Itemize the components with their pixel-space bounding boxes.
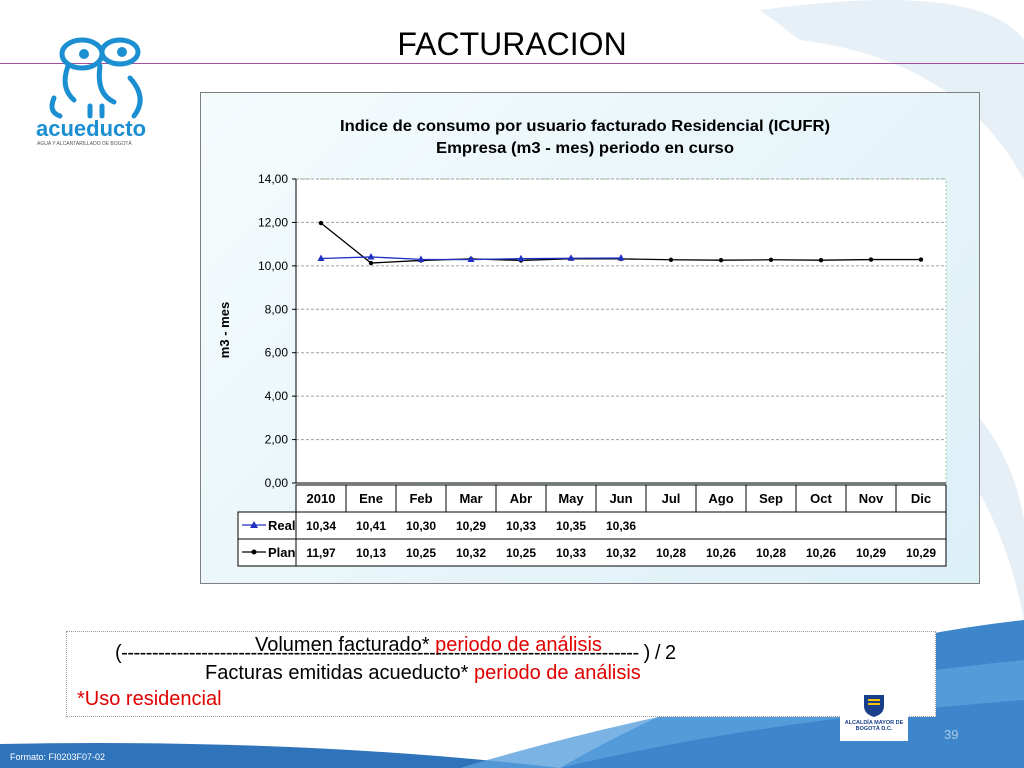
table-series-row: [237, 511, 947, 540]
denominator-prefix: Facturas emitidas acueducto*: [205, 662, 469, 684]
denominator-suffix: periodo de análisis: [474, 662, 641, 684]
table-value-label: 10,41: [356, 519, 386, 533]
x-category-label: Mar: [459, 491, 482, 506]
table-value-label: 10,29: [856, 546, 886, 560]
table-value-label: 10,30: [406, 519, 436, 533]
table-value-label: 10,33: [556, 546, 586, 560]
table-value-label: 10,26: [706, 546, 736, 560]
slide-title: FACTURACION: [397, 26, 627, 62]
footnote: *Uso residencial: [77, 688, 222, 710]
table-value-label: 10,28: [656, 546, 686, 560]
title-divider: [0, 63, 1024, 64]
alcaldia-emblem: ALCALDÍA MAYOR DE BOGOTÁ D.C.: [840, 683, 908, 741]
data-point-plan: [768, 257, 774, 262]
data-point-real: [317, 254, 325, 261]
legend-key-marker: [250, 521, 258, 528]
y-tick-label: 4,00: [265, 389, 289, 403]
data-point-plan: [318, 220, 324, 226]
table-value-label: 10,13: [356, 546, 386, 560]
table-value-label: 10,28: [756, 546, 786, 560]
x-category-label: Jun: [609, 491, 632, 506]
table-value-label: 10,32: [606, 546, 636, 560]
legend-series-name: Plan: [268, 545, 296, 560]
logo-subtext: AGUA Y ALCANTARILLADO DE BOGOTÁ: [37, 140, 132, 147]
table-value-label: 10,34: [306, 519, 336, 533]
data-point-plan: [818, 258, 824, 263]
data-point-real: [517, 254, 525, 262]
table-value-label: 10,32: [456, 546, 486, 560]
line-chart: Indice de consumo por usuario facturado …: [217, 118, 947, 567]
y-tick-label: 0,00: [265, 476, 289, 490]
acueducto-logo: acueducto AGUA Y ALCANTARILLADO DE BOGOT…: [36, 37, 146, 147]
x-category-label: Ene: [359, 491, 383, 506]
y-tick-label: 2,00: [265, 433, 289, 447]
logo-text: acueducto: [36, 116, 146, 141]
x-category-label: Nov: [859, 491, 884, 506]
formula-fraction-line: (---------------------------------------…: [115, 642, 676, 664]
x-category-label: May: [558, 491, 584, 506]
table-value-label: 10,33: [506, 519, 536, 533]
footer-format-code: Formato: FI0203F07-02: [10, 752, 106, 762]
data-point-plan: [718, 258, 724, 263]
x-category-label: Sep: [759, 491, 783, 506]
table-series-row: [237, 538, 947, 567]
table-value-label: 11,97: [306, 546, 336, 560]
plot-area: [295, 178, 947, 484]
table-value-label: 10,26: [806, 546, 836, 560]
x-category-label: 2010: [307, 491, 336, 506]
data-point-real: [417, 255, 425, 262]
y-tick-label: 6,00: [265, 346, 289, 360]
data-point-real: [467, 255, 475, 263]
data-point-real: [567, 254, 575, 261]
numerator-suffix: periodo de análisis: [435, 634, 602, 656]
x-category-label: Oct: [810, 491, 832, 506]
data-point-real: [617, 254, 625, 261]
table-value-label: 10,36: [606, 519, 636, 533]
table-value-label: 10,25: [406, 546, 436, 560]
table-value-label: 10,25: [506, 546, 536, 560]
data-point-real: [367, 252, 375, 260]
chart-title: Indice de consumo por usuario facturado …: [340, 118, 830, 135]
y-tick-label: 12,00: [258, 215, 288, 229]
x-category-label: Jul: [662, 491, 681, 506]
y-tick-label: 14,00: [258, 172, 288, 186]
legend-key-marker: [251, 549, 257, 555]
shield-icon: [864, 695, 884, 717]
x-category-label: Ago: [708, 491, 733, 506]
y-tick-label: 8,00: [265, 302, 289, 316]
numerator-prefix: Volumen facturado*: [255, 634, 430, 656]
y-axis-label: m3 - mes: [217, 302, 232, 358]
table-value-label: 10,29: [906, 546, 936, 560]
data-point-plan: [868, 257, 874, 262]
page-number: 39: [944, 727, 959, 742]
x-category-label: Abr: [510, 491, 532, 506]
table-value-label: 10,35: [556, 519, 586, 533]
formula-denominator: Facturas emitidas acueducto* periodo de …: [205, 662, 641, 685]
formula-box: Volumen facturado* periodo de análisis (…: [66, 631, 936, 717]
formula-numerator: Volumen facturado* periodo de análisis: [255, 634, 602, 657]
table-value-label: 10,29: [456, 519, 486, 533]
legend-series-name: Real: [268, 518, 295, 533]
data-point-plan: [668, 257, 674, 262]
data-point-plan: [918, 257, 924, 262]
x-category-label: Feb: [409, 491, 432, 506]
y-tick-label: 10,00: [258, 259, 288, 273]
x-category-label: Dic: [911, 491, 931, 506]
chart-frame: Indice de consumo por usuario facturado …: [200, 92, 980, 584]
data-point-plan: [368, 260, 374, 266]
chart-subtitle: Empresa (m3 - mes) periodo en curso: [436, 140, 734, 157]
emblem-label: ALCALDÍA MAYOR DE BOGOTÁ D.C.: [844, 720, 904, 732]
